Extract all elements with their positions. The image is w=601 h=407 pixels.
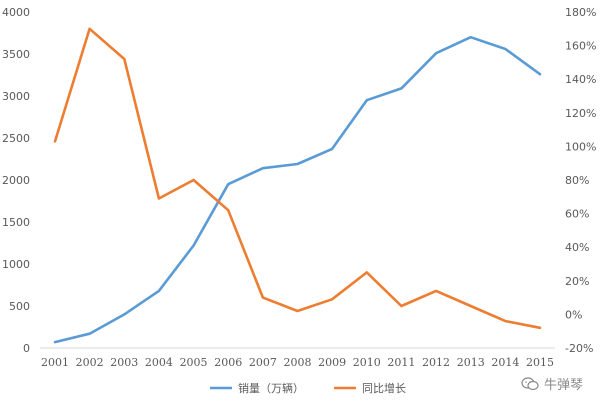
x-axis-tick-label: 2010: [353, 356, 381, 369]
x-axis-tick-label: 2013: [457, 356, 485, 369]
x-axis-ticks: 2001 2002 2003 2004 2005 2006 2007 2008 2009 2010…: [41, 356, 554, 369]
x-axis-tick-label: 2008: [284, 356, 312, 369]
right-axis-tick-label: 160%: [565, 40, 596, 53]
right-axis-tick-label: 0%: [565, 308, 582, 321]
x-axis-tick-label: 2006: [214, 356, 242, 369]
x-axis-tick-label: 2002: [76, 356, 104, 369]
x-axis-tick-label: 2012: [422, 356, 450, 369]
left-axis-tick-label: 2500: [2, 132, 30, 145]
left-axis-tick-label: 0: [23, 342, 30, 355]
x-axis-tick-label: 2001: [41, 356, 69, 369]
left-axis-tick-label: 1500: [2, 216, 30, 229]
right-axis-tick-label: 100%: [565, 140, 596, 153]
right-axis-tick-label: 140%: [565, 73, 596, 86]
x-axis-tick-label: 2014: [491, 356, 519, 369]
right-axis-ticks: -20% 0% 20% 40% 60% 80% 100% 120% 140% 160% 180%: [565, 6, 596, 355]
series-layer: [53, 27, 542, 344]
right-axis-tick-label: -20%: [565, 342, 593, 355]
left-axis-tick-label: 2000: [2, 174, 30, 187]
right-axis-tick-label: 80%: [565, 174, 589, 187]
x-axis-tick-label: 2007: [249, 356, 277, 369]
right-axis-tick-label: 40%: [565, 241, 589, 254]
series-line-1: [53, 35, 542, 344]
right-axis-tick-label: 120%: [565, 107, 596, 120]
x-axis-tick-label: 2009: [318, 356, 346, 369]
series-line-2: [53, 27, 542, 330]
left-axis-tick-label: 500: [9, 300, 30, 313]
legend: 销量（万辆） 同比增长: [210, 381, 406, 395]
left-axis-ticks: 0 500 1000 1500 2000 2500 3000 3500 4000: [2, 6, 30, 355]
x-axis-tick-label: 2011: [387, 356, 415, 369]
x-axis-tick-label: 2004: [145, 356, 173, 369]
left-axis-tick-label: 3500: [2, 48, 30, 61]
right-axis-tick-label: 60%: [565, 208, 589, 221]
wechat-icon: [521, 376, 539, 390]
x-axis-tick-label: 2005: [180, 356, 208, 369]
watermark-text: 牛弹琴: [543, 378, 583, 393]
left-axis-tick-label: 3000: [2, 90, 30, 103]
left-axis-tick-label: 4000: [2, 6, 30, 19]
x-axis-tick-label: 2003: [110, 356, 138, 369]
watermark: 牛弹琴: [521, 374, 583, 393]
legend-label-2: 同比增长: [362, 381, 406, 395]
left-axis-tick-label: 1000: [2, 258, 30, 271]
right-axis-tick-label: 180%: [565, 6, 596, 19]
right-axis-tick-label: 20%: [565, 275, 589, 288]
legend-label-1: 销量（万辆）: [238, 381, 304, 395]
x-axis-tick-label: 2015: [526, 356, 554, 369]
